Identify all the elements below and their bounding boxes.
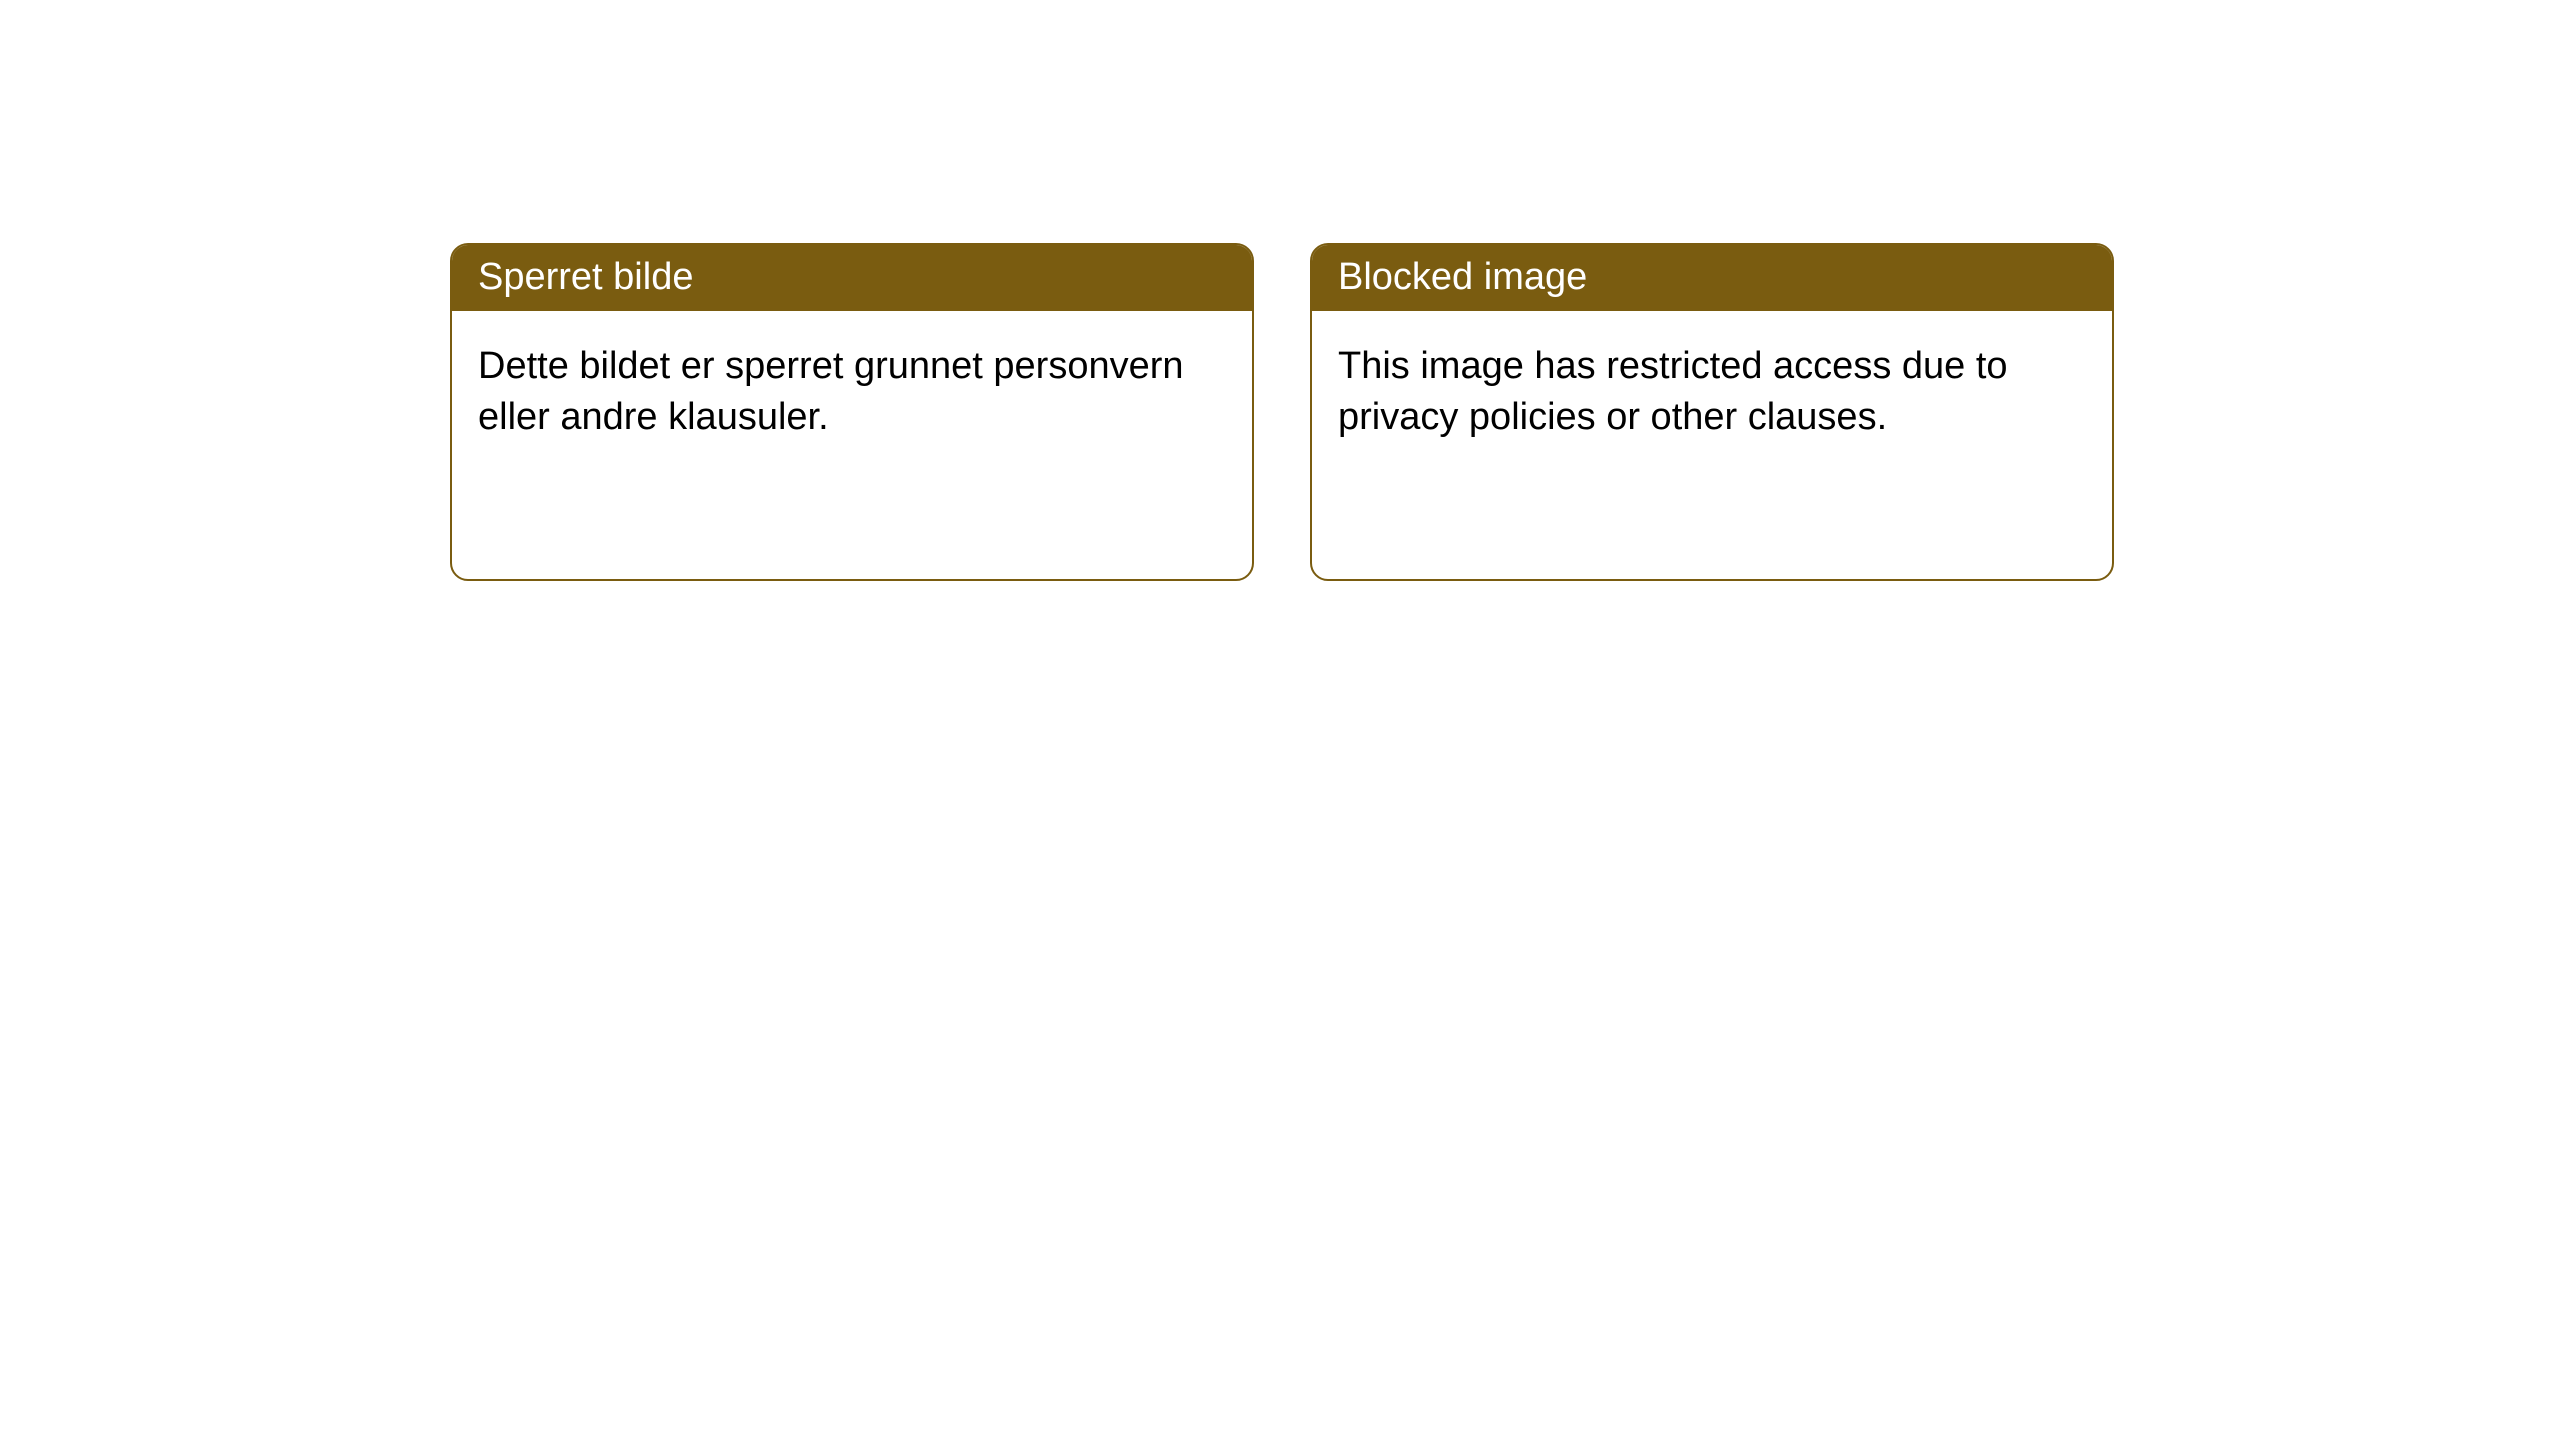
notice-title: Blocked image: [1338, 256, 1587, 298]
notice-body: This image has restricted access due to …: [1312, 311, 2112, 474]
notice-body: Dette bildet er sperret grunnet personve…: [452, 311, 1252, 474]
notice-container: Sperret bilde Dette bildet er sperret gr…: [450, 243, 2114, 581]
notice-header: Blocked image: [1312, 245, 2112, 311]
notice-message: This image has restricted access due to …: [1338, 345, 2008, 438]
notice-message: Dette bildet er sperret grunnet personve…: [478, 345, 1184, 438]
notice-card-english: Blocked image This image has restricted …: [1310, 243, 2114, 581]
notice-title: Sperret bilde: [478, 256, 693, 298]
notice-card-norwegian: Sperret bilde Dette bildet er sperret gr…: [450, 243, 1254, 581]
notice-header: Sperret bilde: [452, 245, 1252, 311]
